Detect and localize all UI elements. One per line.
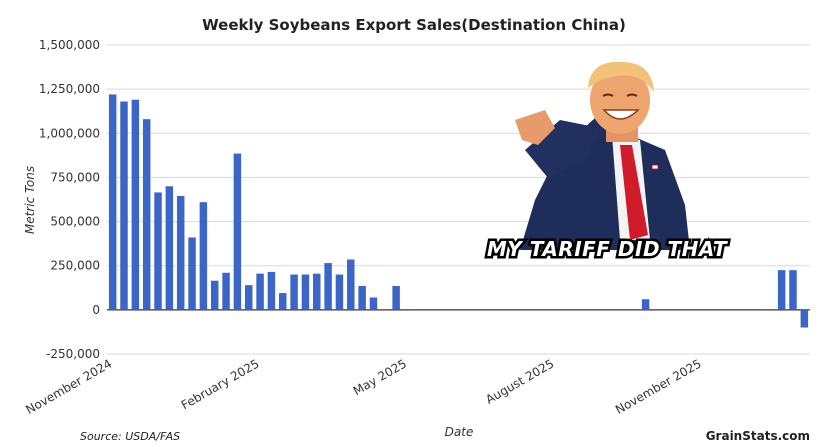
bar	[176, 195, 185, 310]
source-note: Source: USDA/FAS	[80, 430, 180, 443]
x-tick-label: August 2025	[483, 356, 556, 406]
y-axis-label: Metric Tons	[23, 166, 37, 234]
x-tick-label: November 2024	[23, 356, 114, 417]
bar	[641, 299, 650, 310]
bar	[335, 274, 344, 310]
x-tick-label: November 2025	[613, 356, 704, 417]
bar	[267, 271, 276, 310]
bar	[120, 101, 128, 310]
bar	[233, 153, 242, 310]
bar	[290, 274, 298, 310]
smile	[602, 109, 640, 120]
meme-caption: MY TARIFF DID THAT	[487, 237, 728, 261]
brand-label: GrainStats.com	[706, 429, 810, 443]
bar	[301, 274, 310, 310]
y-tick-labels: -250,000 0 250,000 500,000 750,000 1,000,000 1…	[39, 38, 100, 361]
x-tick-labels: November 2024 February 2025 May 2025 August…	[23, 356, 703, 417]
bar	[165, 186, 174, 310]
bar	[154, 192, 162, 310]
y-tick-label: 1,250,000	[39, 82, 100, 96]
bar	[800, 309, 809, 328]
bar	[244, 285, 253, 310]
bar	[279, 293, 287, 310]
bar	[789, 270, 797, 310]
bar	[131, 99, 140, 310]
bar	[313, 273, 321, 310]
hair	[588, 61, 654, 92]
y-tick-label: 250,000	[50, 259, 100, 273]
flag-pin	[651, 164, 659, 170]
red-tie	[620, 145, 648, 240]
bar	[256, 273, 264, 310]
bar	[210, 280, 219, 310]
right-eye	[626, 93, 638, 97]
x-tick-label: May 2025	[351, 356, 409, 398]
bar	[199, 202, 208, 310]
bar	[369, 297, 378, 310]
y-tick-label: -250,000	[46, 347, 100, 361]
chart-title: Weekly Soybeans Export Sales(Destination…	[202, 16, 626, 34]
y-tick-label: 0	[92, 303, 100, 317]
face	[590, 66, 650, 134]
pointing-hand	[515, 110, 555, 145]
x-axis-label: Date	[445, 425, 474, 439]
y-tick-label: 500,000	[50, 215, 100, 229]
bar	[347, 259, 355, 310]
y-tick-label: 1,500,000	[39, 38, 100, 52]
y-tick-label: 1,000,000	[39, 126, 100, 140]
bar	[222, 272, 230, 310]
bar	[324, 263, 332, 310]
meme-illustration: MY TARIFF DID THAT	[484, 61, 730, 264]
left-eye	[602, 93, 614, 97]
x-tick-label: February 2025	[179, 356, 262, 412]
bar	[777, 270, 786, 310]
bar	[188, 237, 196, 310]
bar	[358, 286, 366, 310]
bar	[142, 119, 151, 310]
bars	[108, 94, 809, 328]
bar	[108, 94, 117, 310]
y-tick-label: 750,000	[50, 170, 100, 184]
bar	[392, 286, 400, 310]
